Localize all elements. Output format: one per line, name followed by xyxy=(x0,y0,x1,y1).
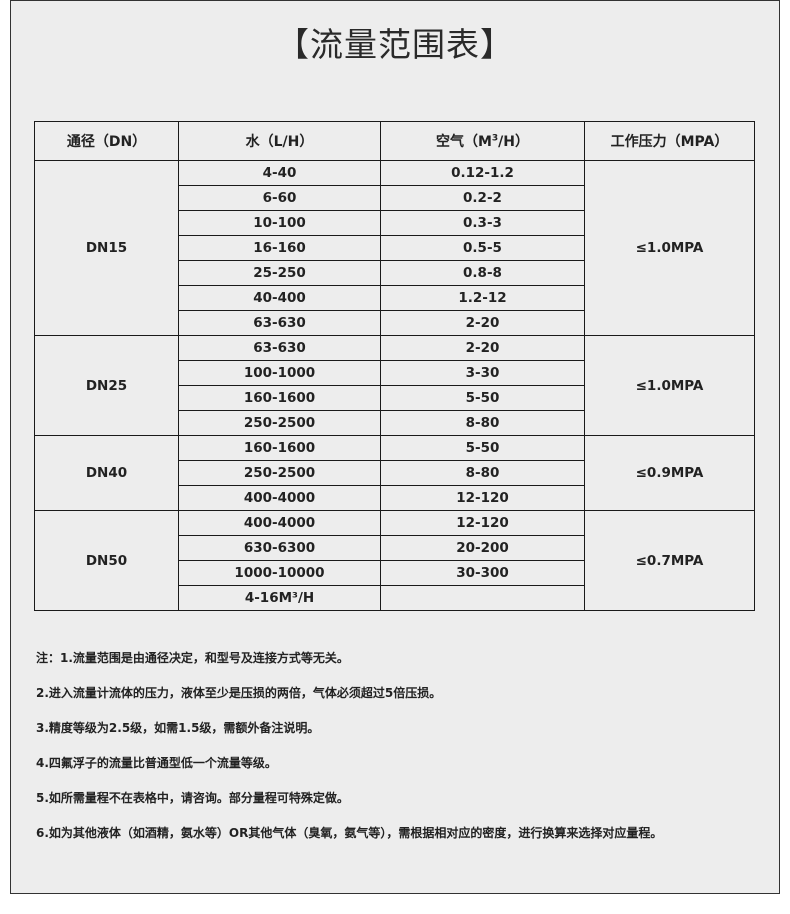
water-cell: 160-1600 xyxy=(178,435,381,461)
table-row: 630-6300 20-200 xyxy=(35,535,755,561)
water-cell: 63-630 xyxy=(178,310,381,336)
table-row: 10-100 0.3-3 xyxy=(35,210,755,236)
notes: 注：1.流量范围是由通径决定，和型号及连接方式等无关。 2.进入流量计流体的压力… xyxy=(36,650,662,860)
table-row: DN50 400-4000 12-120 ≤0.7MPA xyxy=(34,510,755,611)
note-4: 4.四氟浮子的流量比普通型低一个流量等级。 xyxy=(36,756,277,770)
water-cell: 1000-10000 xyxy=(178,560,381,586)
dn-cell: DN40 xyxy=(34,435,179,511)
air-cell: 12-120 xyxy=(380,485,585,511)
water-cell: 10-100 xyxy=(178,210,381,236)
air-cell: 0.2-2 xyxy=(380,185,585,211)
water-cell: 16-160 xyxy=(178,235,381,261)
water-cell: 25-250 xyxy=(178,260,381,286)
water-cell: 63-630 xyxy=(178,335,381,361)
table-row: DN15 4-40 0.12-1.2 ≤1.0MPA xyxy=(34,160,755,336)
page-title: 【流量范围表】 xyxy=(276,25,514,64)
flow-range-table: 通径（DN） 水（L/H） 空气（M3/H） 工作压力（MPA） DN15 4-4… xyxy=(34,121,755,611)
air-cell: 5-50 xyxy=(380,435,585,461)
air-cell: 2-20 xyxy=(380,310,585,336)
table-row: 4-16M³/H xyxy=(35,585,755,611)
water-cell: 250-2500 xyxy=(178,460,381,486)
note-6: 6.如为其他液体（如酒精，氨水等）OR其他气体（臭氧，氨气等），需根据相对应的密… xyxy=(36,826,663,840)
air-cell xyxy=(380,585,585,611)
water-cell: 4-16M³/H xyxy=(178,585,381,611)
pressure-cell: ≤0.7MPA xyxy=(584,510,755,611)
air-cell: 3-30 xyxy=(380,360,585,386)
pressure-cell: ≤1.0MPA xyxy=(584,335,755,436)
table-row: 160-1600 5-50 xyxy=(35,385,755,411)
air-cell: 20-200 xyxy=(380,535,585,561)
air-cell: 0.12-1.2 xyxy=(380,160,585,186)
water-cell: 4-40 xyxy=(178,160,381,186)
table-row: 1000-10000 30-300 xyxy=(35,560,755,586)
note-2: 2.进入流量计流体的压力，液体至少是压损的两倍，气体必须超过5倍压损。 xyxy=(36,686,442,700)
air-cell: 0.5-5 xyxy=(380,235,585,261)
table-row: 250-2500 8-80 xyxy=(35,410,755,436)
table-row: 100-1000 3-30 xyxy=(35,360,755,386)
water-cell: 40-400 xyxy=(178,285,381,311)
water-cell: 630-6300 xyxy=(178,535,381,561)
water-cell: 250-2500 xyxy=(178,410,381,436)
pressure-cell: ≤1.0MPA xyxy=(584,160,755,336)
air-cell: 1.2-12 xyxy=(380,285,585,311)
dn-cell: DN25 xyxy=(34,335,179,436)
pressure-cell: ≤0.9MPA xyxy=(584,435,755,511)
water-cell: 160-1600 xyxy=(178,385,381,411)
header-dn: 通径（DN） xyxy=(34,121,179,161)
table-header-row: 通径（DN） 水（L/H） 空气（M3/H） 工作压力（MPA） xyxy=(34,121,755,161)
table-row: 40-400 1.2-12 xyxy=(35,285,755,311)
air-cell: 30-300 xyxy=(380,560,585,586)
header-air: 空气（M3/H） xyxy=(380,121,585,161)
note-3: 3.精度等级为2.5级，如需1.5级，需额外备注说明。 xyxy=(36,721,320,735)
air-cell: 12-120 xyxy=(380,510,585,536)
dn-cell: DN50 xyxy=(34,510,179,611)
table-row: DN40 160-1600 5-50 ≤0.9MPA xyxy=(34,435,755,511)
water-cell: 6-60 xyxy=(178,185,381,211)
water-cell: 400-4000 xyxy=(178,510,381,536)
header-water: 水（L/H） xyxy=(178,121,381,161)
header-pressure: 工作压力（MPA） xyxy=(584,121,755,161)
dn-cell: DN15 xyxy=(34,160,179,336)
air-cell: 0.8-8 xyxy=(380,260,585,286)
air-cell: 5-50 xyxy=(380,385,585,411)
air-cell: 0.3-3 xyxy=(380,210,585,236)
table-row: 16-160 0.5-5 xyxy=(35,235,755,261)
table-row: 400-4000 12-120 xyxy=(35,485,755,511)
note-5: 5.如所需量程不在表格中，请咨询。部分量程可特殊定做。 xyxy=(36,791,349,805)
air-cell: 2-20 xyxy=(380,335,585,361)
note-1: 注：1.流量范围是由通径决定，和型号及连接方式等无关。 xyxy=(36,651,349,665)
air-cell: 8-80 xyxy=(380,410,585,436)
table-row: DN25 63-630 2-20 ≤1.0MPA xyxy=(34,335,755,436)
air-cell: 8-80 xyxy=(380,460,585,486)
water-cell: 100-1000 xyxy=(178,360,381,386)
water-cell: 400-4000 xyxy=(178,485,381,511)
